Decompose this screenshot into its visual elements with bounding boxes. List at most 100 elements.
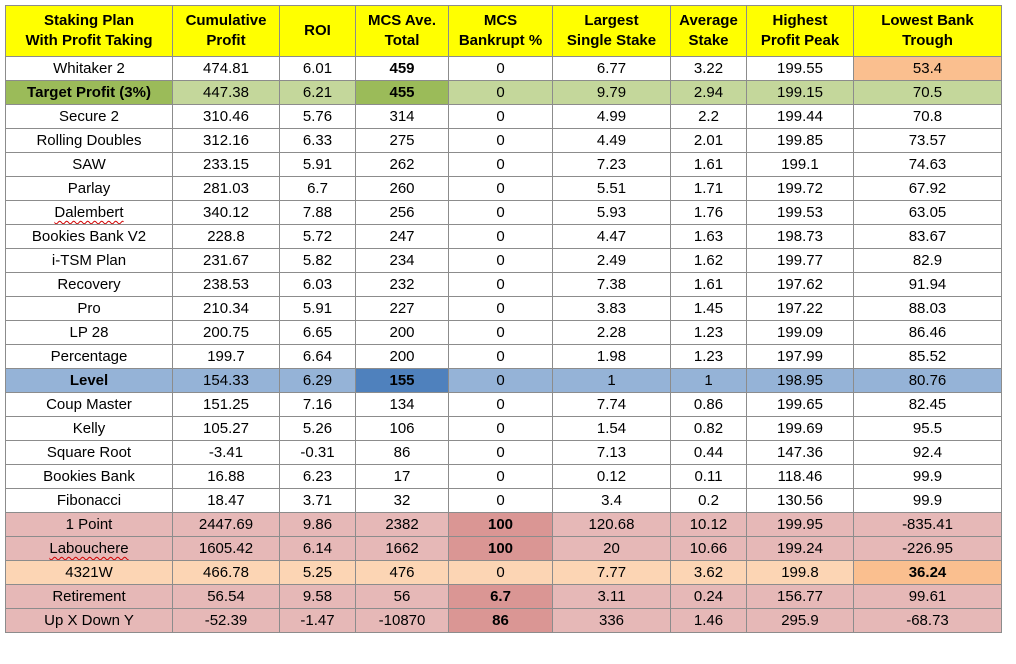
cell-text: 3.4: [601, 492, 622, 509]
cell-roi: -0.31: [279, 440, 356, 465]
cell-roi: 5.26: [279, 416, 356, 441]
table-row: Kelly 105.27 5.26 106 0 1.54 0.82 199.69 95.5: [5, 416, 1002, 441]
cell-largest-single-stake: 7.23: [552, 152, 671, 177]
cell-highest-profit-peak: 198.95: [746, 368, 854, 393]
cell-highest-profit-peak: 199.1: [746, 152, 854, 177]
cell-text: Retirement: [52, 588, 126, 605]
column-header-mcs-ave-total: MCS Ave. Total: [355, 5, 449, 57]
cell-lowest-bank-trough: 99.61: [853, 584, 1002, 609]
header-row: Staking Plan With Profit Taking Cumulative…: [5, 5, 1002, 57]
cell-mcs-bankrupt-pct: 0: [448, 200, 553, 225]
cell-highest-profit-peak: 199.53: [746, 200, 854, 225]
cell-text: 86: [393, 444, 411, 461]
cell-text: Up X Down Y: [44, 612, 134, 629]
cell-roi: 6.14: [279, 536, 356, 561]
column-header-line: Highest: [772, 12, 828, 29]
cell-mcs-ave-total: 2382: [355, 512, 449, 537]
cell-plan-name: Labouchere: [5, 536, 173, 561]
cell-average-stake: 0.44: [670, 440, 747, 465]
cell-text: 3.83: [596, 300, 627, 317]
cell-text: 3.11: [597, 588, 626, 605]
cell-text: 295.9: [781, 612, 819, 629]
cell-cumulative-profit: 200.75: [172, 320, 280, 345]
cell-text: 63.05: [908, 204, 947, 221]
cell-text: 281.03: [203, 180, 249, 197]
cell-mcs-bankrupt-pct: 0: [448, 104, 553, 129]
cell-text: 0: [496, 228, 505, 245]
cell-highest-profit-peak: 199.69: [746, 416, 854, 441]
column-header-line: With Profit Taking: [25, 32, 153, 49]
cell-lowest-bank-trough: 74.63: [853, 152, 1002, 177]
cell-text: 247: [389, 228, 415, 245]
cell-text: 9.58: [302, 588, 333, 605]
cell-mcs-ave-total: 275: [355, 128, 449, 153]
cell-roi: 6.01: [279, 56, 356, 81]
cell-average-stake: 3.62: [670, 560, 747, 585]
column-header-line: MCS Ave.: [367, 12, 437, 29]
cell-highest-profit-peak: 199.24: [746, 536, 854, 561]
cell-average-stake: 0.24: [670, 584, 747, 609]
cell-text: 6.7: [490, 588, 511, 605]
cell-text: 1: [704, 372, 713, 389]
table-row: Dalembert 340.12 7.88 256 0 5.93 1.76 199.53 63.…: [5, 200, 1002, 225]
cell-text: 6.64: [302, 348, 333, 365]
cell-average-stake: 0.11: [670, 464, 747, 489]
cell-text: 340.12: [203, 204, 249, 221]
cell-mcs-ave-total: 200: [355, 344, 449, 369]
cell-text: 310.46: [203, 108, 249, 125]
cell-mcs-bankrupt-pct: 0: [448, 296, 553, 321]
cell-text: 199.1: [781, 156, 819, 173]
cell-highest-profit-peak: 295.9: [746, 608, 854, 633]
cell-text: -68.73: [906, 612, 949, 629]
cell-text: 0: [496, 60, 505, 77]
cell-plan-name: Bookies Bank V2: [5, 224, 173, 249]
cell-text: 4321W: [65, 564, 113, 581]
cell-text: 0: [496, 276, 505, 293]
cell-text: 6.14: [302, 540, 333, 557]
cell-text: 447.38: [203, 84, 249, 101]
cell-lowest-bank-trough: 36.24: [853, 560, 1002, 585]
cell-text: 1.23: [693, 348, 724, 365]
cell-text: 155: [389, 372, 415, 389]
cell-text: 6.33: [302, 132, 333, 149]
cell-lowest-bank-trough: -68.73: [853, 608, 1002, 633]
cell-mcs-bankrupt-pct: 0: [448, 248, 553, 273]
table-row: Up X Down Y -52.39 -1.47 -10870 86 336 1.46 295…: [5, 608, 1002, 633]
cell-text: 1.63: [693, 228, 724, 245]
cell-cumulative-profit: 16.88: [172, 464, 280, 489]
table-row: LP 28 200.75 6.65 200 0 2.28 1.23 199.09 86.46: [5, 320, 1002, 345]
cell-average-stake: 1.61: [670, 272, 747, 297]
cell-cumulative-profit: 233.15: [172, 152, 280, 177]
cell-lowest-bank-trough: 53.4: [853, 56, 1002, 81]
cell-text: 2382: [385, 516, 419, 533]
cell-lowest-bank-trough: -835.41: [853, 512, 1002, 537]
cell-plan-name: i-TSM Plan: [5, 248, 173, 273]
cell-text: 227: [389, 300, 415, 317]
cell-lowest-bank-trough: 92.4: [853, 440, 1002, 465]
cell-text: 199.24: [777, 540, 823, 557]
table-row: Recovery 238.53 6.03 232 0 7.38 1.61 197.62 91.9…: [5, 272, 1002, 297]
cell-roi: 6.33: [279, 128, 356, 153]
cell-highest-profit-peak: 199.44: [746, 104, 854, 129]
cell-text: 9.86: [302, 516, 333, 533]
table-row: 4321W 466.78 5.25 476 0 7.77 3.62 199.8 36.24: [5, 560, 1002, 585]
cell-text: 74.63: [908, 156, 947, 173]
cell-cumulative-profit: 447.38: [172, 80, 280, 105]
column-header-line: Staking Plan: [43, 12, 135, 29]
cell-average-stake: 2.2: [670, 104, 747, 129]
cell-mcs-bankrupt-pct: 0: [448, 392, 553, 417]
cell-text: 0: [496, 372, 505, 389]
cell-text: 7.77: [596, 564, 627, 581]
cell-text: Bookies Bank V2: [31, 228, 147, 245]
cell-text: 7.23: [596, 156, 627, 173]
cell-text: 0: [496, 204, 505, 221]
cell-highest-profit-peak: 130.56: [746, 488, 854, 513]
cell-lowest-bank-trough: 82.45: [853, 392, 1002, 417]
cell-text: 16.88: [207, 468, 245, 485]
cell-mcs-bankrupt-pct: 0: [448, 368, 553, 393]
cell-highest-profit-peak: 199.85: [746, 128, 854, 153]
cell-text: 36.24: [908, 564, 947, 581]
cell-highest-profit-peak: 197.62: [746, 272, 854, 297]
cell-text: 1662: [385, 540, 419, 557]
cell-plan-name: Kelly: [5, 416, 173, 441]
